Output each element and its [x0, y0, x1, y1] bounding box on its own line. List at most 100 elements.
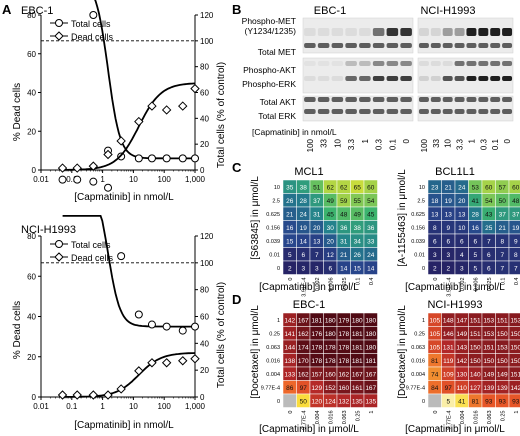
blot-band	[345, 61, 357, 66]
blot-band	[442, 97, 453, 102]
heatmap-value: 181	[311, 317, 322, 324]
blot-band	[502, 97, 513, 102]
blot-band	[386, 97, 399, 102]
heatmap-y-tick-label: 0.016	[266, 358, 280, 364]
heatmap-value: 19	[512, 225, 520, 232]
blot-row-label: Phospho-AKT	[243, 65, 296, 75]
blot-band	[430, 28, 441, 36]
heatmap-y-tick-label: 0.063	[411, 345, 425, 351]
blot-band	[418, 97, 429, 102]
heatmap-value: 24	[300, 211, 308, 218]
concentration-label: 33	[320, 138, 329, 147]
blot-band	[466, 76, 477, 81]
heatmap-value: 178	[338, 331, 349, 338]
heatmap-y-tick-label: 0.039	[266, 239, 280, 245]
blot-band	[400, 97, 412, 102]
heatmap-value: 60	[512, 184, 520, 191]
y-tick-label-right: 120	[200, 232, 214, 241]
data-point-dead-cells	[134, 366, 144, 376]
heatmap-value: 180	[365, 344, 376, 351]
data-point-total-cells	[191, 154, 199, 163]
concentration-label: 0.1	[388, 138, 397, 150]
heatmap-x-tick-label: 1	[514, 411, 520, 414]
heatmap-value: 181	[352, 331, 363, 338]
heatmap-value: 150	[483, 358, 494, 365]
x-tick-label: 10	[129, 175, 138, 184]
heatmap-value: 160	[338, 385, 349, 392]
heatmap-value: 41	[458, 398, 466, 405]
heatmap-value: 151	[510, 371, 520, 378]
heatmap-value: 161	[352, 385, 363, 392]
heatmap-x-tick-label: 0.1	[500, 278, 506, 286]
y-tick-label-left: 40	[27, 89, 36, 98]
x-axis-label-ncih1993: [Capmatinib] in μmol/L	[405, 424, 505, 435]
blot-band	[490, 97, 501, 102]
blot-band	[478, 61, 489, 66]
x-tick-label: 1	[100, 175, 105, 184]
blot-row-label: Total MET	[258, 47, 296, 57]
concentration-label: 100	[306, 138, 315, 152]
data-point-dead-cells	[190, 83, 200, 94]
heatmap-value: 50	[499, 198, 507, 205]
heatmap-x-tick-label: 0.002	[315, 278, 321, 292]
heatmap-value: 21	[340, 252, 348, 259]
x-tick-label: 1,000	[185, 402, 206, 411]
synergy-heatmap-panel-c: MCL1 BCL1L1 [S63845] in μmol/L [A-115546…	[250, 166, 505, 293]
blot-band	[345, 76, 357, 81]
blot-band	[454, 28, 465, 36]
x-tick-label: 0.1	[66, 402, 78, 411]
blot-band	[454, 76, 465, 81]
heatmap-value: 16	[472, 225, 480, 232]
y-tick-label-right: 60	[200, 89, 209, 98]
x-axis-label-mcl1: [Capmatinib] in μmol/L	[259, 282, 359, 293]
y-tick-label-left: 40	[27, 313, 36, 322]
heatmap-value: 129	[311, 385, 322, 392]
heatmap-x-tick-label: 9.77E-4	[301, 411, 307, 430]
heatmap-value: 119	[443, 358, 454, 365]
legend-marker-dead-cells	[54, 31, 64, 41]
heatmap-value: 105	[429, 331, 440, 338]
concentration-label: 0.1	[491, 138, 500, 150]
data-point-dead-cells	[88, 161, 99, 171]
blot-band	[490, 28, 501, 36]
blot-band	[400, 76, 412, 81]
cell-line-label-ebc1: EBC-1	[314, 5, 346, 17]
concentration-label: 0.3	[375, 138, 384, 150]
y-tick-label-right: 40	[200, 339, 209, 348]
blot-band	[317, 97, 330, 102]
heatmap-y-tick-label: 0.25	[414, 331, 425, 337]
heatmap-value: 144	[284, 344, 295, 351]
heatmap-value: 7	[487, 238, 491, 245]
heatmap-value: 150	[470, 358, 481, 365]
blot-band	[386, 61, 399, 66]
blot-band	[317, 43, 330, 48]
heatmap-value: 149	[456, 331, 467, 338]
blot-band	[466, 43, 477, 48]
heatmap-value: 28	[472, 211, 480, 218]
heatmap-x-tick-label: 0.025	[342, 278, 348, 292]
heatmap-value: 36	[367, 225, 375, 232]
heatmap-value: 151	[483, 344, 494, 351]
chart-title: NCI-H1993	[21, 224, 76, 236]
data-point-total-cells	[178, 326, 187, 335]
heatmap-value: 176	[311, 331, 322, 338]
blot-band	[317, 28, 330, 36]
heatmap-value: 5	[473, 252, 477, 259]
heatmap-value: 178	[325, 344, 336, 351]
y-axis-label-docetaxel: [Docetaxel] in μmol/L	[250, 305, 261, 399]
heatmap-x-tick-label: 0.004	[460, 411, 466, 425]
blot-band	[331, 109, 344, 114]
blot-band	[317, 109, 330, 114]
heatmap-y-tick-label: 0	[422, 399, 425, 405]
y-tick-label-right: 0	[200, 166, 205, 175]
heatmap-value: 15	[354, 265, 362, 272]
blot-row-label: Phospho-ERK	[242, 79, 296, 89]
heatmap-value: 23	[431, 184, 439, 191]
blot-band	[490, 76, 501, 81]
heatmap-value: 8	[514, 252, 518, 259]
blot-band	[454, 43, 465, 48]
blot-band	[502, 76, 513, 81]
blot-row-label: Total ERK	[258, 111, 296, 121]
heatmap-value: 120	[311, 398, 322, 405]
